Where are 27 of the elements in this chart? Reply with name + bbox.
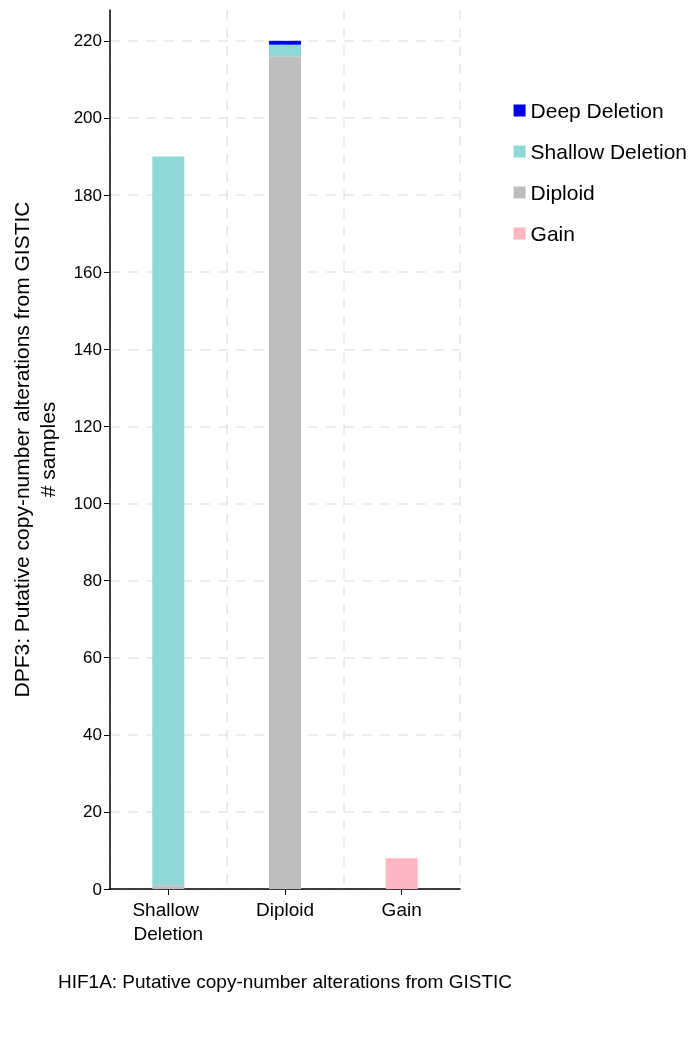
y-tick-label: 140 — [73, 339, 102, 359]
y-tick-label: 20 — [83, 802, 102, 822]
y-tick-label: 120 — [73, 416, 102, 436]
y-tick-label: 160 — [73, 262, 102, 282]
x-tick-label: Gain — [381, 898, 422, 920]
y-tick-label: 200 — [73, 108, 102, 128]
bar — [269, 44, 301, 57]
y-tick-label: 80 — [83, 571, 102, 591]
bar — [152, 885, 185, 889]
bar — [269, 40, 301, 45]
y-tick-label: 60 — [83, 648, 102, 668]
bar — [269, 56, 301, 889]
y-tick-label: 220 — [73, 31, 102, 51]
legend-label: Gain — [530, 222, 575, 245]
x-axis-title: HIF1A: Putative copy-number alterations from GISTIC — [57, 970, 513, 992]
legend-label: Deep Deletion — [530, 99, 664, 122]
y-axis-title: DPF3: Putative copy-number alterations from GISTIC # samples — [9, 201, 59, 698]
y-tick-label: 180 — [73, 185, 102, 205]
legend-label: Shallow Deletion — [530, 140, 688, 163]
x-tick-label: Shallow Deletion — [132, 898, 205, 944]
bar — [152, 156, 185, 886]
bar — [385, 858, 418, 889]
legend-label: Diploid — [530, 181, 595, 204]
y-tick-label: 40 — [83, 725, 102, 745]
y-tick-label: 100 — [73, 493, 102, 513]
x-tick-label: Diploid — [255, 898, 315, 920]
y-tick-label: 0 — [92, 879, 102, 899]
